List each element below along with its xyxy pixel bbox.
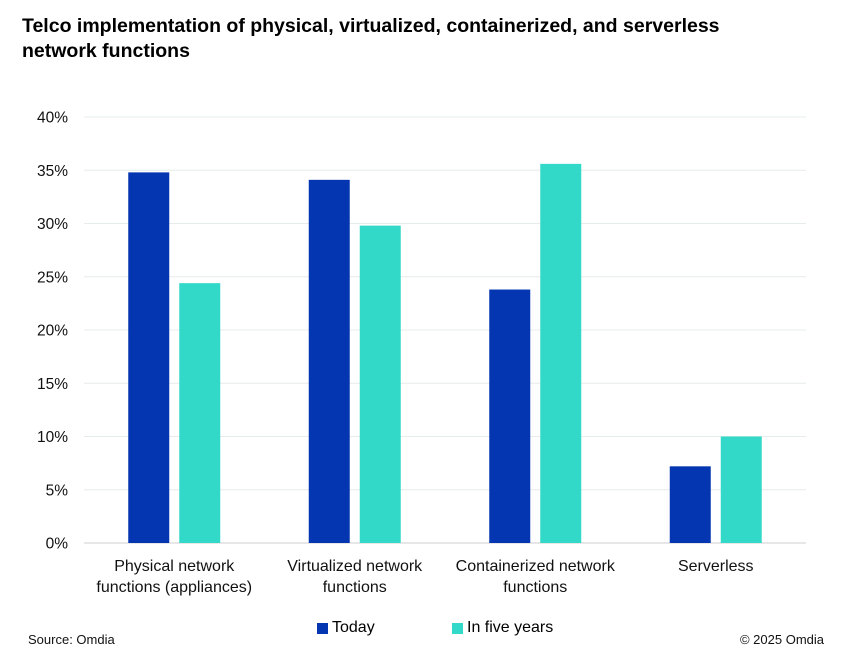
x-category-label-1-line-1: Physical network [114,558,235,575]
legend-label-today: Today [332,619,375,636]
bar-in-five-years-1 [179,283,221,543]
bar-today-1 [128,172,170,543]
y-tick-label-25: 25% [37,269,68,286]
x-category-label-1-line-2: functions (appliances) [96,579,252,596]
x-category-label-2-line-2: functions [323,579,387,596]
x-category-label-4-line-1: Serverless [678,558,754,575]
legend-item-today: Today [317,618,375,638]
chart-title: Telco implementation of physical, virtua… [22,14,822,64]
y-tick-label-0: 0% [46,536,69,553]
legend-swatch-in-five-years [452,622,463,634]
bar-today-2 [308,179,350,543]
legend-label-in-five-years: In five years [467,619,554,636]
y-tick-label-20: 20% [37,323,68,340]
legend-swatch-today [317,622,328,634]
bar-today-3 [489,289,531,543]
source-note: Source: Omdia [28,632,115,647]
y-tick-label-35: 35% [37,163,68,180]
bar-today-4 [669,466,711,543]
y-tick-label-30: 30% [37,216,68,233]
bar-in-five-years-3 [540,163,582,544]
y-tick-label-40: 40% [37,110,68,127]
bar-in-five-years-4 [720,436,762,543]
x-category-label-2-line-1: Virtualized network [287,558,423,575]
y-tick-label-5: 5% [46,482,69,499]
chart-title-line-2: network functions [22,40,190,62]
bar-in-five-years-2 [359,225,401,543]
x-category-label-3-line-2: functions [503,579,567,596]
copyright-note: © 2025 Omdia [739,632,824,647]
legend: Today In five years [0,618,864,638]
legend-item-in-five-years: In five years [452,618,553,638]
y-tick-label-10: 10% [37,429,68,446]
chart-title-line-1: Telco implementation of physical, virtua… [22,15,720,37]
x-category-label-3-line-1: Containerized network [456,558,616,575]
y-tick-label-15: 15% [37,376,68,393]
